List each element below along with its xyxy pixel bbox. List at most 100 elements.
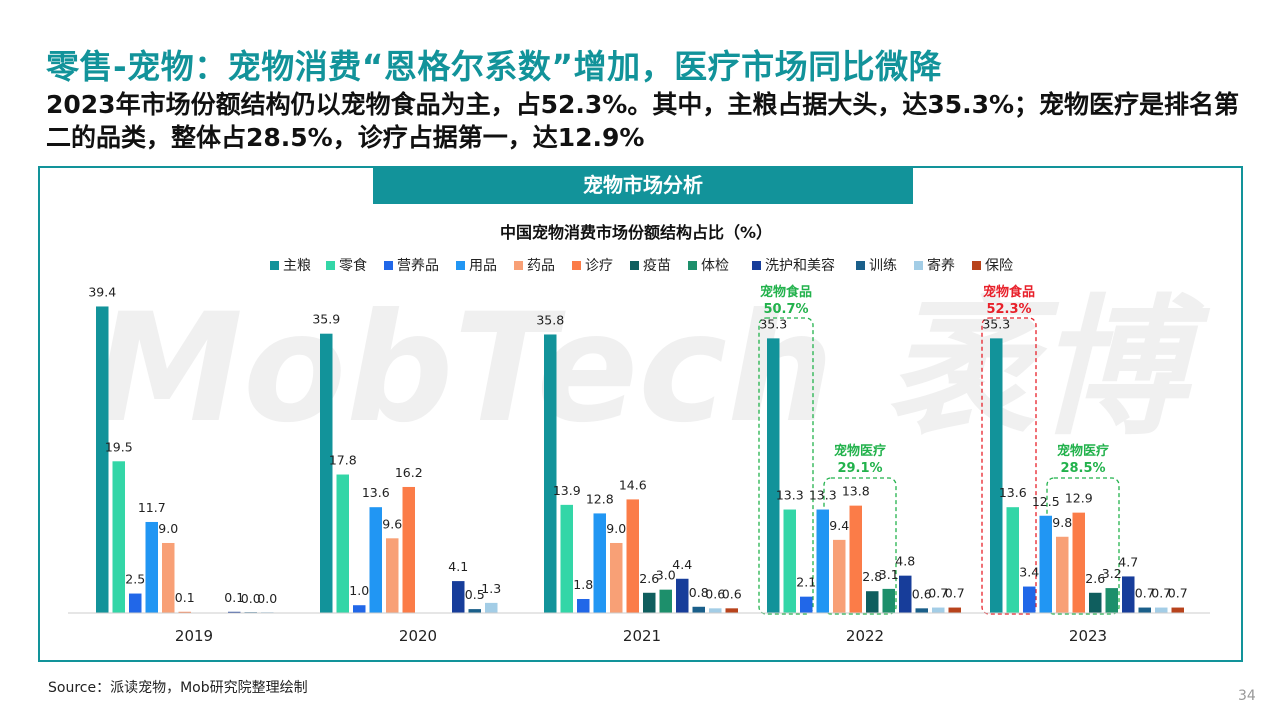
data-label: 9.0 <box>158 521 178 536</box>
data-label: 0.7 <box>1135 586 1155 601</box>
data-label: 11.7 <box>138 500 166 515</box>
data-label: 0.7 <box>1151 586 1171 601</box>
bar <box>610 542 623 613</box>
annotation-value: 28.5% <box>1060 461 1105 476</box>
bar <box>948 607 961 613</box>
bar <box>560 504 573 613</box>
legend-item: 诊疗 <box>572 258 613 274</box>
bar <box>129 593 142 613</box>
data-label: 14.6 <box>619 477 647 492</box>
slide-title: 零售-宠物：宠物消费“恩格尔系数”增加，医疗市场同比微降 <box>46 47 943 86</box>
bar <box>676 578 689 613</box>
legend-label: 主粮 <box>283 258 311 274</box>
legend-label: 疫苗 <box>643 258 671 274</box>
data-label: 2.6 <box>1085 571 1105 586</box>
legend-label: 保险 <box>985 258 1013 274</box>
bar <box>1105 588 1118 613</box>
data-label: 13.3 <box>809 488 837 503</box>
data-label: 12.8 <box>586 491 614 506</box>
bar <box>577 598 590 613</box>
data-label: 0.0 <box>241 591 261 606</box>
bar <box>725 608 738 613</box>
legend-item: 营养品 <box>384 258 439 274</box>
bar <box>228 611 241 613</box>
watermark: MobTech 袤博 <box>94 282 1211 456</box>
data-label: 0.1 <box>224 590 244 605</box>
x-tick-label: 2021 <box>623 627 661 645</box>
legend-label: 洗护和美容 <box>765 257 835 274</box>
legend-item: 用品 <box>456 258 497 274</box>
bar <box>544 334 557 613</box>
bar <box>1122 576 1135 613</box>
bar <box>178 611 191 613</box>
data-label: 12.5 <box>1032 494 1060 509</box>
chart-legend: 主粮 零食 营养品 用品 药品 诊疗 疫苗 体检 洗护和美容 训练 寄养 保险 <box>270 257 1013 274</box>
data-label: 35.8 <box>536 312 564 327</box>
annotation-box <box>758 317 814 615</box>
legend-item: 寄养 <box>914 257 955 274</box>
bar <box>336 474 349 613</box>
legend-label: 寄养 <box>927 257 955 274</box>
x-tick-label: 2023 <box>1069 627 1107 645</box>
bar <box>145 521 158 613</box>
x-tick-label: 2019 <box>175 627 213 645</box>
bar <box>626 499 639 613</box>
legend-swatch <box>456 261 465 270</box>
page-number: 34 <box>1238 688 1256 704</box>
legend-swatch <box>270 261 279 270</box>
data-label: 2.5 <box>125 572 145 587</box>
legend-item: 训练 <box>856 258 897 274</box>
data-label: 4.7 <box>1118 554 1138 569</box>
bar <box>692 606 705 613</box>
data-label: 3.4 <box>1019 565 1039 580</box>
legend-swatch <box>572 261 581 270</box>
legend-item: 保险 <box>972 258 1013 274</box>
bar <box>866 591 879 613</box>
data-label: 13.3 <box>776 488 804 503</box>
bar <box>1072 512 1085 613</box>
legend-swatch <box>972 261 981 270</box>
legend-label: 零食 <box>339 257 367 274</box>
annotation-value: 52.3% <box>986 302 1031 317</box>
legend-label: 药品 <box>527 258 555 274</box>
bar <box>899 575 912 613</box>
bar <box>1039 515 1052 613</box>
bar <box>1171 607 1184 613</box>
bar <box>783 509 796 613</box>
data-label: 19.5 <box>105 439 133 454</box>
data-label: 0.8 <box>689 585 709 600</box>
annotation-box <box>981 317 1037 615</box>
data-label: 0.6 <box>912 586 932 601</box>
data-label: 13.9 <box>553 483 581 498</box>
annotation-label: 宠物医疗 <box>834 443 886 459</box>
chart-bars <box>96 306 1184 613</box>
data-label: 13.6 <box>999 485 1027 500</box>
annotation-value: 29.1% <box>837 461 882 476</box>
annotation-value: 50.7% <box>763 302 808 317</box>
data-label: 0.7 <box>945 586 965 601</box>
legend-item: 药品 <box>514 258 555 274</box>
data-label: 2.6 <box>639 571 659 586</box>
bar <box>1006 507 1019 613</box>
source-note: Source：派读宠物，Mob研究院整理绘制 <box>48 680 308 696</box>
data-label: 9.4 <box>829 518 849 533</box>
bar <box>1023 586 1036 613</box>
bar <box>767 338 780 613</box>
legend-swatch <box>326 261 335 270</box>
bar <box>800 596 813 613</box>
bar <box>709 608 722 613</box>
watermark-text: MobTech 袤博 <box>94 282 1211 456</box>
value-labels: 39.419.52.511.79.00.1 0.10.00.035.917.81.… <box>88 284 1187 606</box>
legend-swatch <box>856 261 865 270</box>
legend-label: 体检 <box>701 258 729 274</box>
annotation-label: 宠物食品 <box>760 284 812 300</box>
bar <box>659 589 672 613</box>
data-label: 35.3 <box>759 316 787 331</box>
data-label: 39.4 <box>88 284 116 299</box>
legend-item: 体检 <box>688 258 729 274</box>
bar <box>386 538 399 613</box>
bar <box>849 505 862 613</box>
bar <box>1089 592 1102 613</box>
data-label: 2.8 <box>862 569 882 584</box>
